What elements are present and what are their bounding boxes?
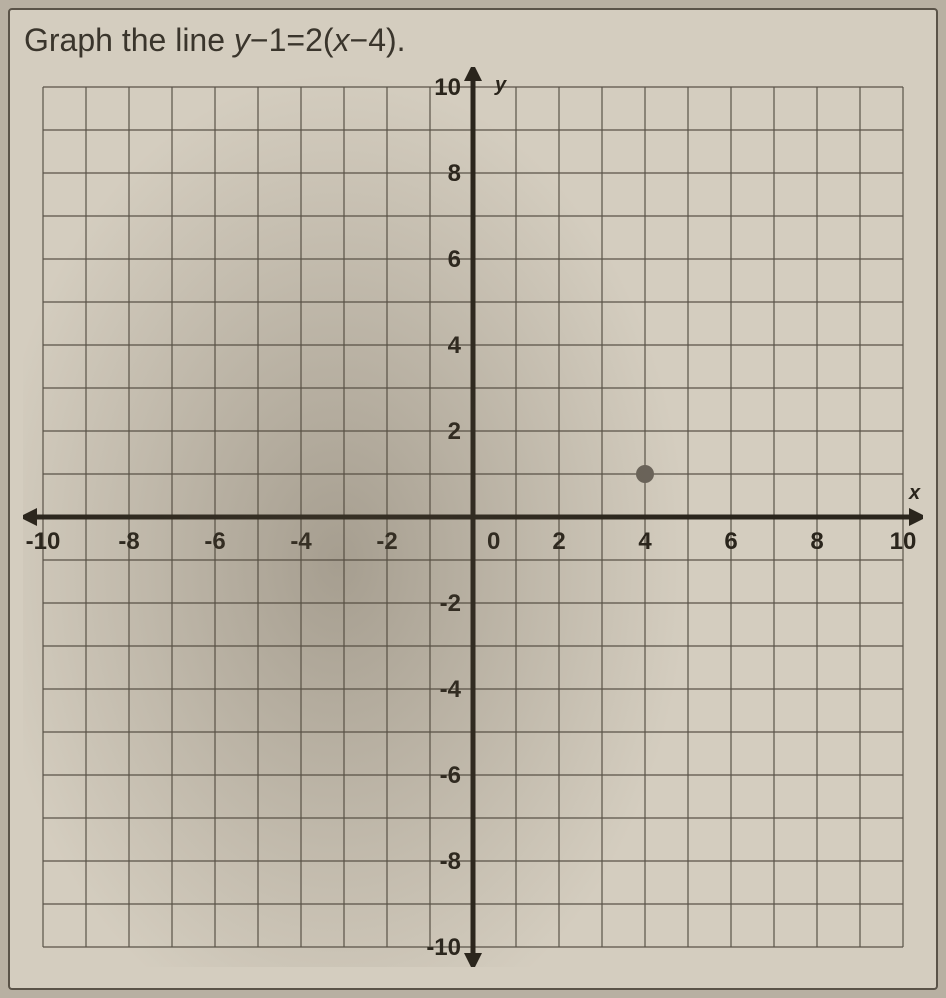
x-tick-label: -6: [204, 528, 225, 555]
x-tick-label: 2: [552, 528, 565, 555]
axis-arrow-icon: [909, 508, 923, 526]
plotted-point: [636, 465, 654, 483]
x-tick-label: 8: [810, 528, 823, 555]
instruction-prefix: Graph the line: [24, 22, 234, 58]
y-tick-label: 2: [448, 418, 461, 445]
instruction-text: Graph the line y−1=2(x−4).: [20, 22, 926, 59]
axis-arrow-icon: [464, 67, 482, 81]
x-tick-label: 0: [487, 528, 500, 555]
worksheet-page: Graph the line y−1=2(x−4). -10-8-6-4-202…: [8, 8, 938, 990]
x-tick-label: 4: [638, 528, 652, 555]
axis-arrow-icon: [23, 508, 37, 526]
y-axis-label: y: [494, 74, 507, 96]
x-tick-label: -4: [290, 528, 312, 555]
axis-arrow-icon: [464, 953, 482, 967]
x-tick-label: -2: [376, 528, 397, 555]
coordinate-grid: -10 -8 -6 -4 -2 0 2 4 6 8 10 10 8 6 4 2 -2 -4 -6 -8 -10 y x: [23, 67, 923, 967]
y-tick-label: 6: [448, 246, 461, 273]
y-tick-label: -10: [426, 934, 461, 961]
y-tick-label: 4: [448, 332, 462, 359]
eq-var-x: x: [334, 22, 350, 58]
y-tick-label: -8: [440, 848, 461, 875]
y-tick-label: 8: [448, 160, 461, 187]
plotted-points: [636, 465, 654, 483]
eq-part-2: −1=2(: [250, 22, 334, 58]
y-tick-label: -4: [440, 676, 462, 703]
x-tick-label: -8: [118, 528, 139, 555]
y-tick-label: -2: [440, 590, 461, 617]
y-tick-label: -6: [440, 762, 461, 789]
y-tick-label: 10: [434, 74, 461, 101]
x-tick-label: 6: [724, 528, 737, 555]
x-axis-label: x: [908, 482, 921, 504]
eq-var-y: y: [234, 22, 250, 58]
axes: [23, 67, 923, 967]
eq-part-4: −4).: [350, 22, 406, 58]
x-tick-label: 10: [890, 528, 917, 555]
graph-container: -10 -8 -6 -4 -2 0 2 4 6 8 10 10 8 6 4 2 -2 -4 -6 -8 -10 y x: [23, 67, 923, 967]
x-tick-label: -10: [26, 528, 61, 555]
